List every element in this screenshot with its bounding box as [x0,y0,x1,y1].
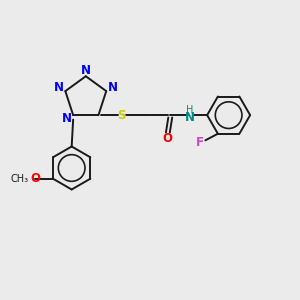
Text: S: S [118,109,126,122]
Text: N: N [61,112,72,125]
Text: N: N [108,81,118,94]
Text: O: O [162,132,172,145]
Text: N: N [54,81,64,94]
Text: H: H [186,105,194,115]
Text: CH₃: CH₃ [11,174,29,184]
Text: F: F [196,136,204,149]
Text: N: N [185,111,195,124]
Text: O: O [30,172,40,185]
Text: N: N [81,64,91,77]
